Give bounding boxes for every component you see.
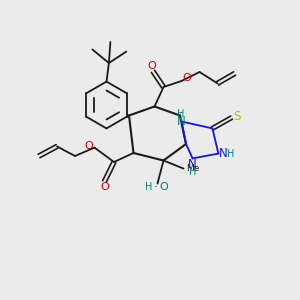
Text: H: H: [177, 109, 184, 119]
Text: H: H: [189, 167, 196, 177]
Text: O: O: [100, 182, 109, 193]
Text: Me: Me: [187, 164, 200, 173]
Text: H: H: [145, 182, 152, 192]
Text: O: O: [182, 73, 191, 83]
Text: N: N: [176, 115, 185, 128]
Text: O: O: [84, 141, 93, 151]
Text: ·: ·: [154, 181, 158, 194]
Text: O: O: [160, 182, 169, 192]
Text: N: N: [188, 158, 197, 172]
Text: O: O: [148, 61, 157, 71]
Text: H: H: [227, 148, 235, 159]
Text: N: N: [218, 147, 227, 160]
Text: S: S: [233, 110, 241, 123]
